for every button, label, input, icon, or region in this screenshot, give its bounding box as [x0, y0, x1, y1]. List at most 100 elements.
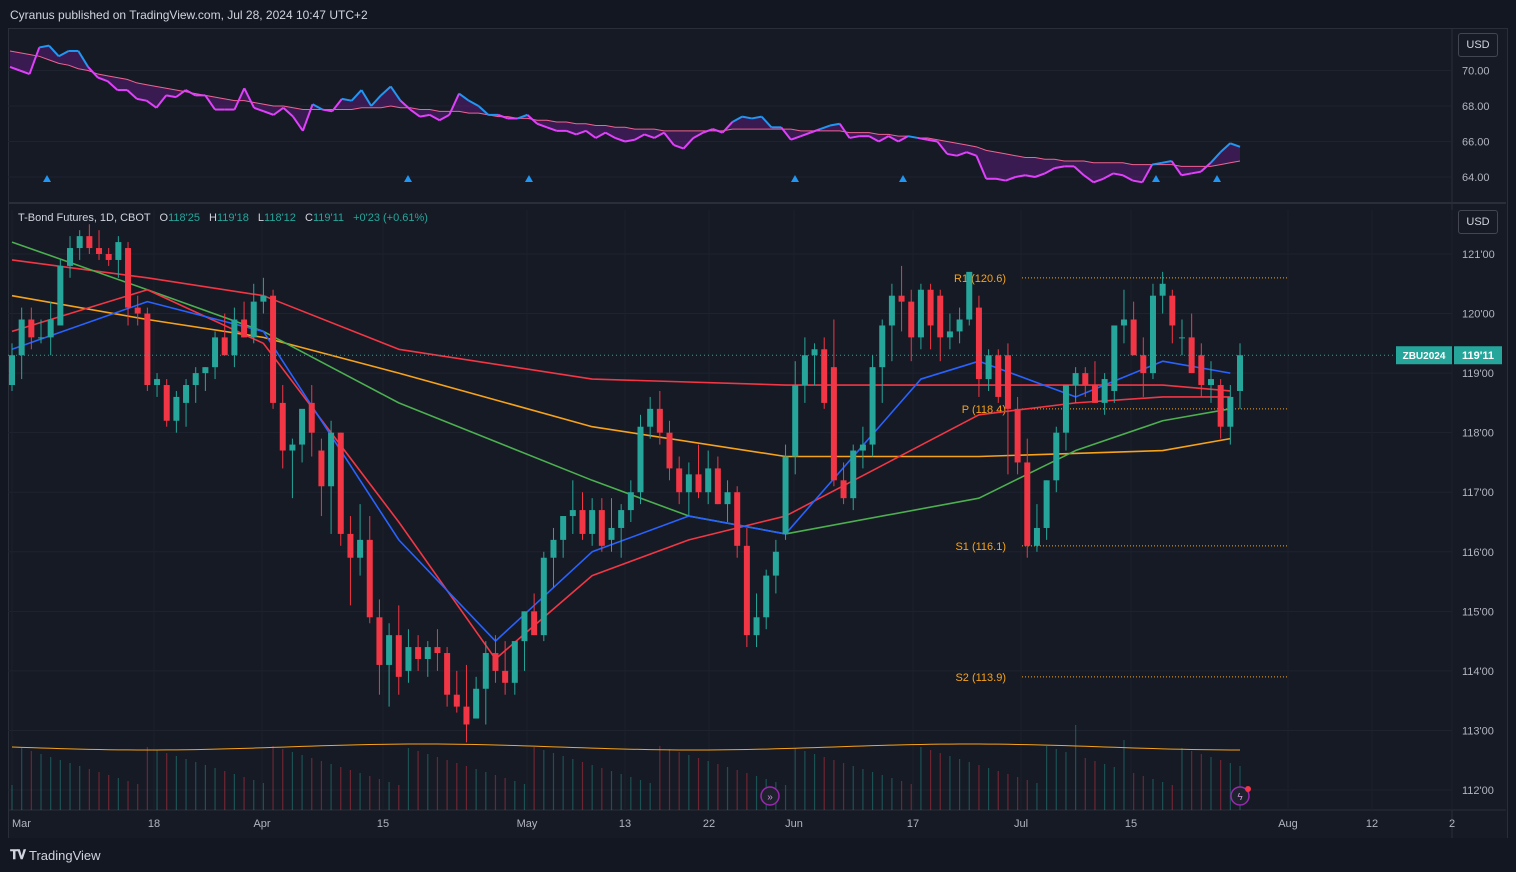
osc-line-segment: [546, 126, 558, 132]
osc-line-segment: [429, 113, 441, 122]
candle-body: [1062, 385, 1069, 433]
candle: [366, 516, 373, 624]
candle-body: [279, 402, 286, 451]
x-tick-label: Jul: [1014, 818, 1028, 830]
candle: [1149, 283, 1156, 380]
candle-body: [221, 337, 228, 356]
candle-body: [144, 313, 151, 386]
candle-body: [937, 295, 944, 338]
candle: [1237, 343, 1243, 409]
candle: [1130, 301, 1137, 356]
candle: [676, 456, 683, 505]
osc-line-segment: [409, 108, 421, 118]
candle-body: [134, 307, 141, 314]
candle-body: [946, 331, 953, 338]
candle: [434, 629, 441, 671]
osc-line-segment: [800, 131, 811, 138]
osc-line-segment: [1102, 172, 1114, 180]
currency-selector-main[interactable]: USD: [1458, 210, 1498, 234]
candle: [956, 307, 963, 344]
candle: [173, 390, 180, 433]
candle-body: [47, 319, 54, 338]
tradingview-brand[interactable]: 𝐓𝐕 TradingView: [10, 847, 101, 863]
candle-body: [260, 295, 267, 302]
candle-body: [395, 635, 402, 677]
candle: [125, 242, 132, 326]
candle: [1198, 343, 1205, 397]
osc-line-segment: [682, 137, 695, 150]
osc-line-segment: [380, 85, 392, 97]
osc-line-segment: [1229, 142, 1241, 148]
candle-body: [956, 319, 963, 332]
moving-average-line: [11, 294, 1231, 458]
candle-body: [154, 379, 161, 386]
candle: [47, 301, 54, 356]
candle-body: [453, 694, 460, 707]
osc-line-segment: [712, 128, 723, 134]
candle-body: [647, 408, 654, 427]
candle: [753, 593, 760, 648]
candle-body: [231, 319, 238, 356]
low-label: L: [257, 212, 265, 224]
candle: [1033, 504, 1040, 552]
ticker-badge: [1396, 346, 1452, 365]
candle: [927, 283, 934, 350]
osc-line-segment: [360, 89, 373, 107]
candle-body: [415, 647, 422, 659]
pivot-label: S2 (113.9): [955, 672, 1006, 684]
candle-body: [1178, 337, 1185, 339]
candle: [734, 486, 741, 558]
osc-line-segment: [136, 97, 147, 102]
candle-body: [618, 510, 625, 528]
x-tick-label: 18: [148, 818, 160, 830]
candle-body: [850, 450, 857, 499]
main-y-tick-label: 113'00: [1462, 725, 1494, 737]
moving-average-line: [11, 259, 1231, 392]
pivot-label: S1 (116.1): [955, 541, 1006, 553]
osc-line-segment: [1191, 170, 1202, 175]
candle: [743, 527, 750, 648]
candle: [560, 516, 567, 558]
osc-line-segment: [350, 89, 363, 102]
candle: [1053, 426, 1060, 493]
candle-body: [376, 617, 383, 665]
osc-line-segment: [878, 135, 890, 143]
osc-line-segment: [185, 89, 196, 97]
candle-body: [1024, 462, 1031, 546]
candle-body: [473, 688, 480, 719]
osc-line-segment: [585, 130, 597, 139]
main-y-tick-label: 115'00: [1462, 606, 1494, 618]
moving-average-line: [11, 300, 1231, 642]
main-y-tick-label: 118'00: [1462, 428, 1494, 440]
candle: [772, 539, 779, 594]
candle: [376, 599, 383, 695]
osc-line-segment: [575, 129, 587, 136]
candle: [386, 623, 393, 707]
osc-y-tick-label: 68.00: [1462, 101, 1490, 113]
osc-line-segment: [253, 106, 265, 113]
candle-body: [366, 539, 373, 618]
osc-line-segment: [204, 94, 216, 111]
candle-body: [511, 641, 518, 683]
candle-body: [1053, 432, 1060, 481]
candle-body: [125, 248, 132, 308]
x-tick-label: 13: [619, 818, 631, 830]
candle-body: [627, 492, 634, 511]
osc-line-segment: [272, 106, 284, 116]
candle-body: [9, 355, 15, 386]
osc-line-segment: [1054, 165, 1065, 170]
osc-line-segment: [1044, 167, 1056, 175]
osc-line-segment: [780, 126, 792, 141]
candle-body: [192, 373, 199, 386]
candle: [299, 408, 306, 463]
candle-body: [1082, 373, 1089, 386]
main-y-tick-label: 112'00: [1462, 785, 1494, 797]
osc-line-segment: [1112, 172, 1124, 177]
candle: [357, 504, 364, 576]
candle: [1188, 313, 1195, 374]
currency-selector-top[interactable]: USD: [1458, 33, 1498, 57]
candle: [995, 349, 1002, 403]
price-badge-label: 119'11: [1462, 350, 1494, 362]
candle: [637, 414, 644, 505]
